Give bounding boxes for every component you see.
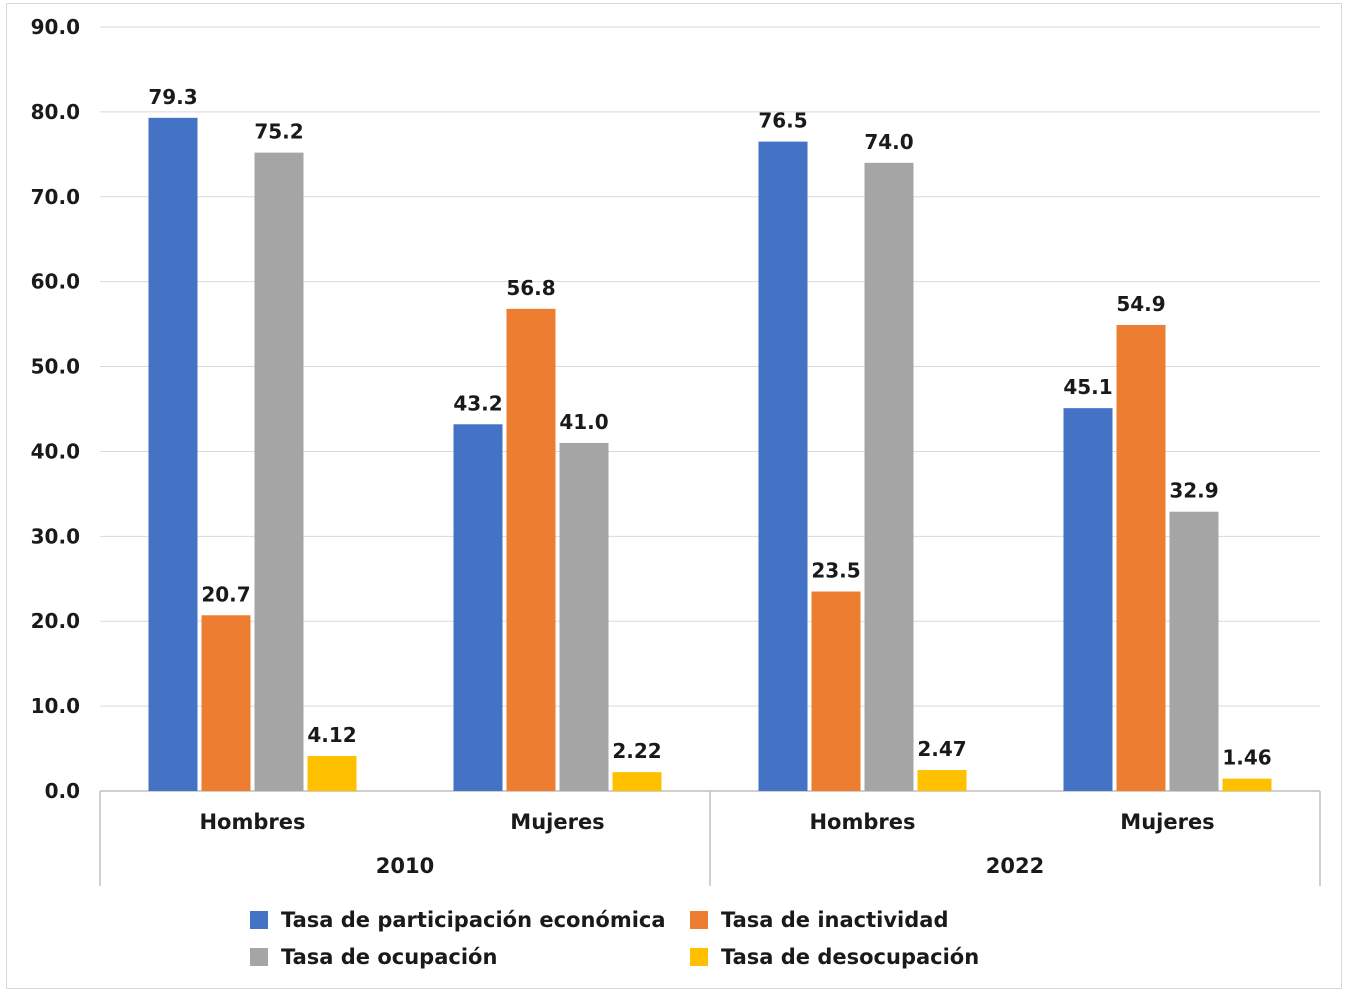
- bar: [1222, 778, 1272, 791]
- x-group-label: 2022: [986, 854, 1044, 878]
- bar: [148, 117, 198, 791]
- bar: [559, 442, 609, 791]
- y-tick-label: 80.0: [31, 100, 80, 124]
- data-label: 75.2: [254, 120, 303, 144]
- bar: [1116, 324, 1166, 791]
- y-tick-label: 0.0: [45, 779, 80, 803]
- bar: [1169, 511, 1219, 791]
- bar: [506, 308, 556, 791]
- bar: [612, 772, 662, 791]
- x-category-label: Hombres: [809, 810, 915, 834]
- chart-frame: [6, 3, 1342, 989]
- bar: [917, 770, 967, 791]
- bar: [811, 591, 861, 791]
- bar: [453, 424, 503, 791]
- data-label: 45.1: [1063, 375, 1112, 399]
- bar: [864, 162, 914, 792]
- data-label: 43.2: [453, 391, 502, 415]
- bar: [1063, 408, 1113, 791]
- y-tick-label: 10.0: [31, 694, 80, 718]
- bar: [758, 141, 808, 792]
- data-label: 1.46: [1222, 746, 1271, 770]
- legend-swatch: [690, 911, 708, 929]
- legend-swatch: [690, 948, 708, 966]
- legend-swatch: [250, 911, 268, 929]
- data-label: 41.0: [559, 410, 608, 434]
- legend-label: Tasa de participación económica: [281, 908, 666, 932]
- data-label: 2.47: [917, 737, 966, 761]
- x-group-label: 2010: [376, 854, 434, 878]
- data-label: 32.9: [1169, 479, 1218, 503]
- bar: [307, 756, 357, 791]
- data-label: 54.9: [1116, 292, 1165, 316]
- y-tick-label: 20.0: [31, 609, 80, 633]
- x-category-label: Hombres: [199, 810, 305, 834]
- data-label: 2.22: [612, 739, 661, 763]
- y-tick-label: 60.0: [31, 270, 80, 294]
- y-tick-label: 30.0: [31, 524, 80, 548]
- data-label: 74.0: [864, 130, 913, 154]
- x-category-label: Mujeres: [1120, 810, 1214, 834]
- legend-label: Tasa de ocupación: [281, 945, 497, 969]
- bar: [254, 152, 304, 791]
- y-tick-label: 40.0: [31, 439, 80, 463]
- bar: [201, 615, 251, 791]
- y-tick-label: 70.0: [31, 185, 80, 209]
- data-label: 20.7: [201, 582, 250, 606]
- x-category-label: Mujeres: [510, 810, 604, 834]
- y-tick-label: 90.0: [31, 15, 80, 39]
- data-label: 4.12: [307, 723, 356, 747]
- data-label: 56.8: [506, 276, 555, 300]
- y-tick-label: 50.0: [31, 355, 80, 379]
- legend-swatch: [250, 948, 268, 966]
- legend-label: Tasa de desocupación: [721, 945, 979, 969]
- data-label: 23.5: [811, 559, 860, 583]
- data-label: 76.5: [758, 109, 807, 133]
- legend-label: Tasa de inactividad: [721, 908, 948, 932]
- data-label: 79.3: [148, 85, 197, 109]
